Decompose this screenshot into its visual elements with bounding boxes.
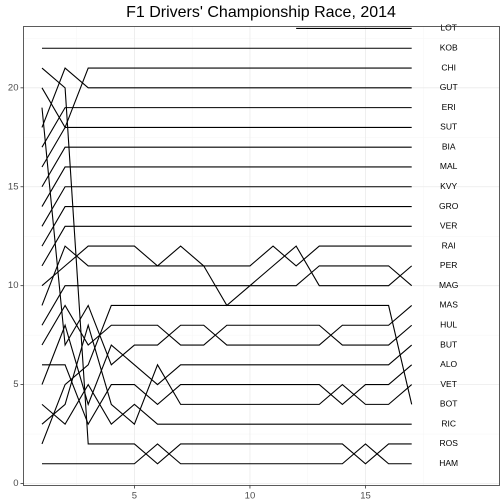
y-tick-label: 0 bbox=[13, 478, 18, 489]
y-tick-label: 10 bbox=[8, 280, 19, 291]
series-line-hul bbox=[41, 304, 413, 346]
driver-label-gut: GUT bbox=[440, 82, 458, 92]
series-line-mag bbox=[41, 265, 413, 326]
driver-label-sut: SUT bbox=[440, 122, 457, 132]
series-line-ros bbox=[41, 67, 412, 465]
series-line-but bbox=[41, 323, 413, 407]
driver-label-mas: MAS bbox=[439, 300, 458, 310]
driver-label-but: BUT bbox=[440, 339, 457, 349]
series-line-sut bbox=[41, 126, 412, 168]
series-line-per bbox=[41, 245, 413, 307]
axes: 5 10 15 0 5 10 15 20 bbox=[8, 82, 371, 501]
driver-label-hul: HUL bbox=[440, 319, 457, 329]
driver-label-rai: RAI bbox=[442, 240, 456, 250]
series-line-ver bbox=[41, 225, 412, 267]
series-line-alo bbox=[41, 364, 413, 426]
series-line-mas bbox=[41, 107, 413, 366]
series-line-bia bbox=[41, 146, 412, 188]
y-tick-label: 15 bbox=[8, 181, 19, 192]
x-tick-label: 10 bbox=[245, 491, 256, 502]
series-line-ric bbox=[41, 383, 412, 426]
driver-label-ric: RIC bbox=[441, 418, 456, 428]
driver-label-kob: KOB bbox=[440, 43, 458, 53]
series-line-chi bbox=[41, 67, 412, 129]
series-line-gut bbox=[41, 67, 412, 128]
panel-border bbox=[23, 26, 500, 486]
y-tick-label: 5 bbox=[13, 379, 18, 390]
series-line-gro bbox=[41, 205, 412, 247]
x-tick-label: 5 bbox=[132, 491, 137, 502]
driver-label-gro: GRO bbox=[439, 201, 459, 211]
driver-label-mal: MAL bbox=[440, 161, 458, 171]
driver-label-mag: MAG bbox=[439, 280, 458, 290]
driver-label-per: PER bbox=[440, 260, 457, 270]
series-line-vet bbox=[41, 323, 413, 426]
series-line-ham bbox=[41, 443, 412, 465]
driver-label-lot: LOT bbox=[440, 23, 457, 33]
driver-label-alo: ALO bbox=[440, 359, 457, 369]
driver-label-bot: BOT bbox=[440, 399, 457, 409]
series-line-mal bbox=[41, 166, 412, 207]
series-line-eri bbox=[41, 107, 412, 148]
driver-label-bia: BIA bbox=[442, 141, 456, 151]
x-tick-label: 15 bbox=[360, 491, 371, 502]
driver-labels: HAM ROS RIC BOT VET ALO BUT MAS HUL MAG PER RAI VER G… bbox=[439, 23, 459, 468]
driver-label-ver: VER bbox=[440, 221, 457, 231]
driver-label-kvy: KVY bbox=[440, 181, 457, 191]
chart-title: F1 Drivers' Championship Race, 2014 bbox=[126, 4, 396, 21]
driver-label-ros: ROS bbox=[439, 438, 458, 448]
driver-label-eri: ERI bbox=[442, 102, 456, 112]
series-line-kvy bbox=[41, 186, 412, 227]
y-tick-label: 20 bbox=[8, 82, 19, 93]
driver-label-vet: VET bbox=[440, 379, 457, 389]
driver-label-chi: CHI bbox=[441, 62, 456, 72]
series-line-rai bbox=[41, 245, 412, 287]
series-lines bbox=[41, 27, 413, 465]
driver-label-ham: HAM bbox=[439, 458, 458, 468]
